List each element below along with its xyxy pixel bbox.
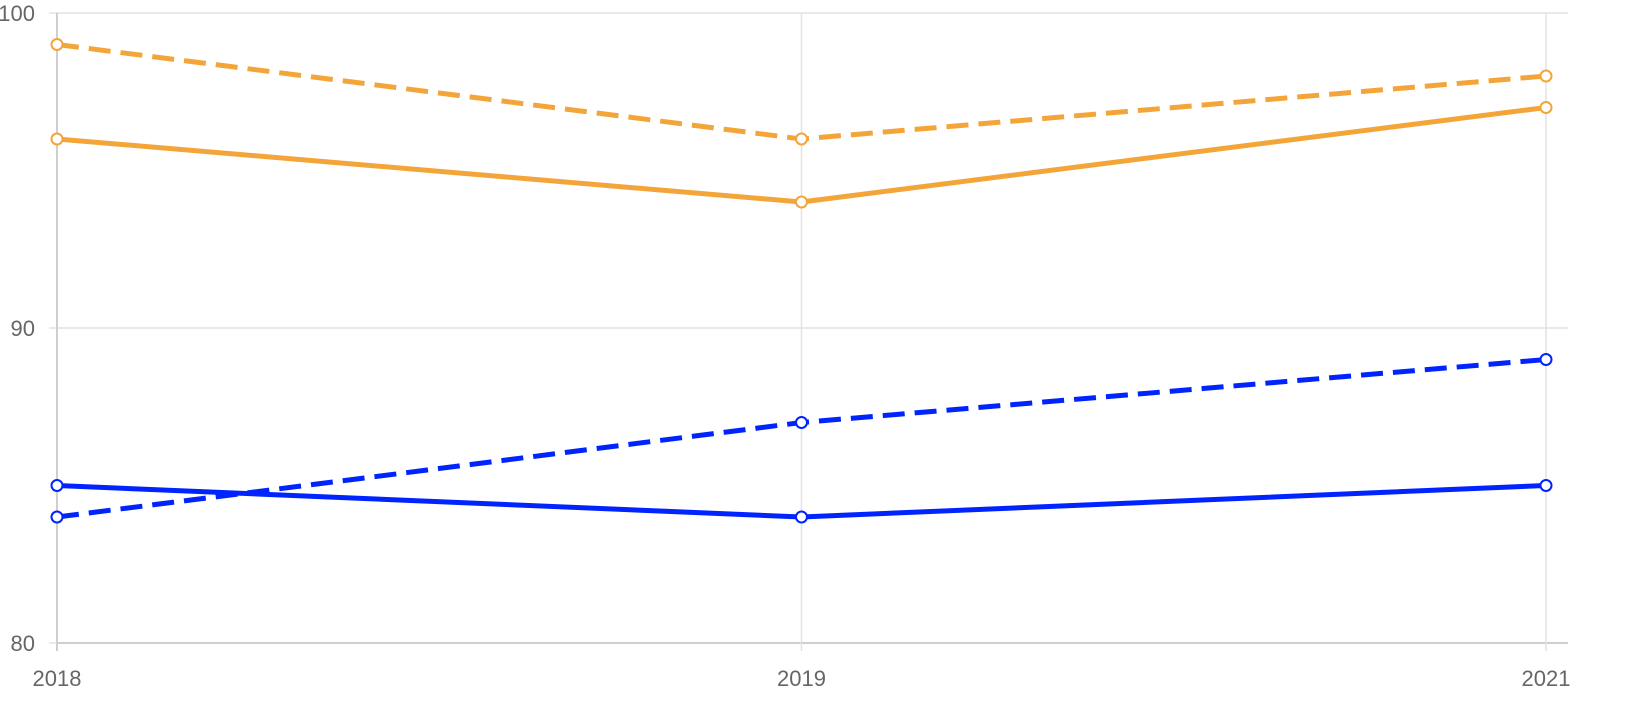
data-point-series-2-2021 bbox=[1539, 101, 1553, 114]
data-point-series-3-2018 bbox=[50, 510, 64, 524]
x-tick-label: 2018 bbox=[33, 666, 82, 691]
data-points bbox=[50, 38, 1553, 524]
data-point-series-4-2019 bbox=[795, 510, 808, 524]
grid-lines bbox=[49, 12, 1568, 651]
y-tick-label: 90 bbox=[11, 316, 35, 341]
data-point-series-4-2021 bbox=[1539, 479, 1553, 492]
data-point-series-4-2018 bbox=[50, 479, 64, 492]
y-tick-label: 80 bbox=[11, 631, 35, 656]
y-axis-tick-labels: 80 90 100 bbox=[0, 1, 35, 656]
data-point-series-2-2019 bbox=[795, 195, 808, 209]
x-tick-label: 2019 bbox=[777, 666, 826, 691]
data-point-series-1-2021 bbox=[1539, 69, 1553, 83]
y-tick-label: 100 bbox=[0, 1, 35, 26]
data-point-series-2-2018 bbox=[50, 132, 64, 146]
data-point-series-3-2021 bbox=[1539, 353, 1553, 366]
data-point-series-1-2018 bbox=[50, 38, 64, 51]
data-point-series-3-2019 bbox=[795, 416, 808, 429]
x-axis-tick-labels: 2018 2019 2021 bbox=[33, 666, 1571, 691]
x-tick-label: 2021 bbox=[1522, 666, 1571, 691]
data-point-series-1-2019 bbox=[795, 132, 808, 146]
